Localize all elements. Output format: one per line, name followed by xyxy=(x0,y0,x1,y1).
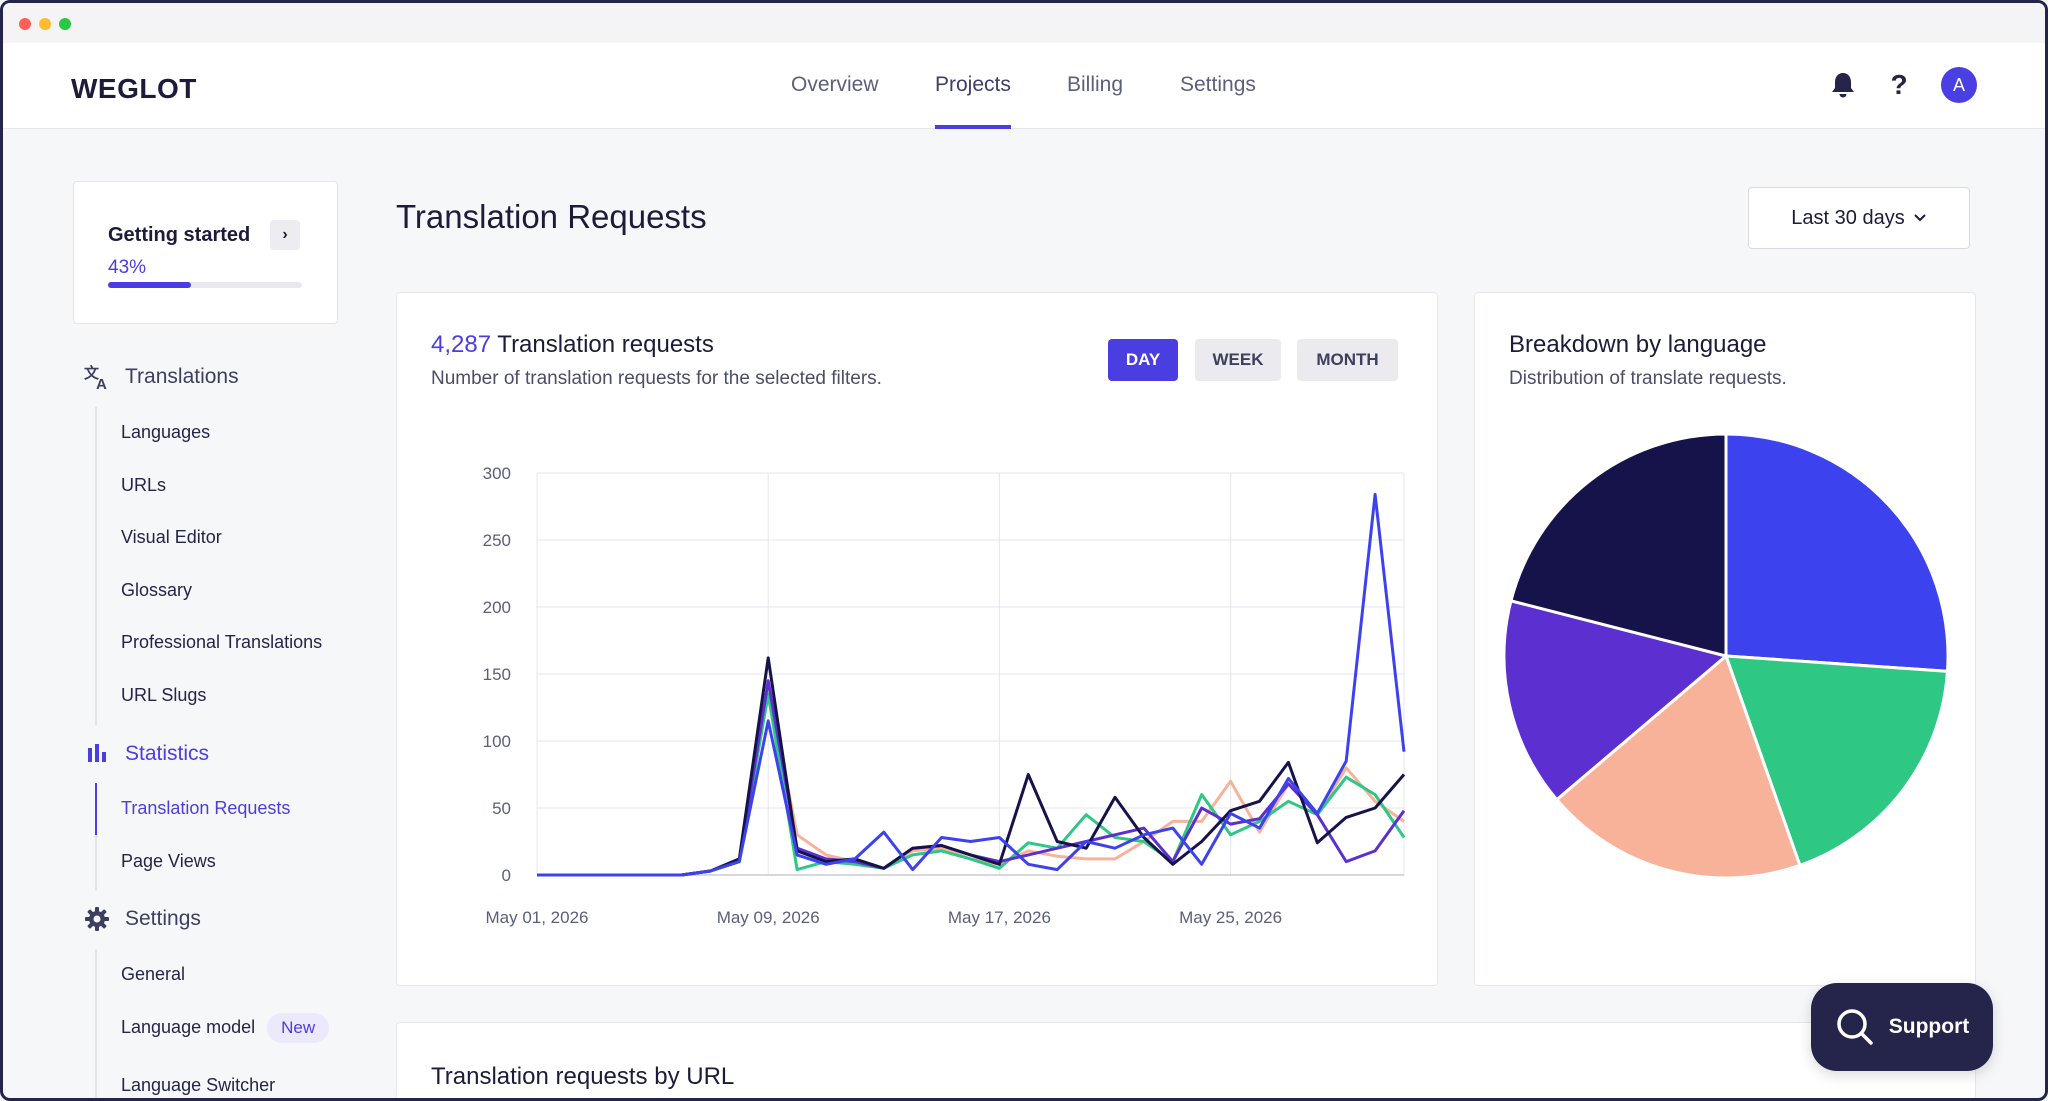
sidebar-item-page-views[interactable]: Page Views xyxy=(121,851,216,871)
sidebar-item-language-model[interactable]: Language model New xyxy=(121,1013,330,1043)
pie-card-title: Breakdown by language xyxy=(1509,331,1767,358)
question-mark-icon: ? xyxy=(1890,69,1908,100)
x-tick-label: May 09, 2026 xyxy=(717,908,820,927)
sidebar-item-urls[interactable]: URLs xyxy=(121,475,167,495)
sidebar-section-statistics[interactable]: Statistics xyxy=(83,740,209,768)
sidebar-item-language-switcher[interactable]: Language Switcher xyxy=(121,1075,276,1095)
requests-count-heading: 4,287 Translation requests xyxy=(431,331,714,359)
user-avatar[interactable]: A xyxy=(1941,67,1977,103)
nav-tab-settings[interactable]: Settings xyxy=(1180,73,1256,96)
svg-text:A: A xyxy=(96,376,107,391)
series-line xyxy=(537,492,1406,877)
pie-slice xyxy=(1723,654,1950,868)
toggle-day[interactable]: DAY xyxy=(1108,339,1178,381)
sidebar-item-general[interactable]: General xyxy=(121,964,186,984)
chevron-right-icon[interactable]: › xyxy=(270,220,300,250)
sidebar-section-settings[interactable]: Settings xyxy=(83,905,201,933)
date-range-dropdown[interactable]: Last 30 days xyxy=(1748,187,1970,249)
y-tick-label: 100 xyxy=(483,732,511,751)
sidebar-section-label: Translations xyxy=(125,365,239,388)
sidebar-item-glossary[interactable]: Glossary xyxy=(121,580,193,600)
nav-tab-overview[interactable]: Overview xyxy=(791,73,879,96)
weglot-logo[interactable]: WEGLOT xyxy=(71,73,197,104)
translations-submenu: Languages URLs Visual Editor Glossary Pr… xyxy=(95,407,345,725)
new-badge: New xyxy=(267,1013,330,1043)
sidebar-item-languages[interactable]: Languages xyxy=(121,422,211,442)
pie-slice xyxy=(1724,432,1950,673)
gear-icon xyxy=(85,907,109,931)
translate-icon: 文 A xyxy=(84,364,107,391)
window-titlebar xyxy=(3,3,2045,43)
sidebar-item-label: Language model xyxy=(121,1016,256,1037)
bell-icon xyxy=(1832,73,1854,98)
sidebar-section-translations[interactable]: 文 A Translations xyxy=(83,363,239,391)
pie-slice xyxy=(1502,598,1730,802)
support-label: Support xyxy=(1888,1015,1970,1038)
series-line xyxy=(537,679,1406,877)
requests-by-url-card: Translation requests by URL xyxy=(396,1022,1976,1098)
top-navigation: WEGLOT Overview Projects Billing Setting… xyxy=(3,43,2045,129)
url-card-title: Translation requests by URL xyxy=(431,1063,735,1090)
language-breakdown-card: Breakdown by language Distribution of tr… xyxy=(1474,292,1976,986)
settings-submenu: General Language model New Language Switc… xyxy=(95,949,345,1098)
x-tick-label: May 17, 2026 xyxy=(948,908,1051,927)
nav-tab-billing[interactable]: Billing xyxy=(1067,73,1124,96)
sidebar-item-url-slugs[interactable]: URL Slugs xyxy=(121,685,207,705)
y-tick-label: 0 xyxy=(502,866,511,885)
requests-count-label: Translation requests xyxy=(497,331,714,358)
line-chart: 0 50 100 150 200 250 300 May 01, 2026 May 09, 20… xyxy=(483,464,1406,927)
chart-subtitle: Number of translation requests for the s… xyxy=(431,368,882,389)
page-title: Translation Requests xyxy=(396,198,707,235)
getting-started-title: Getting started xyxy=(108,224,251,246)
toggle-month[interactable]: MONTH xyxy=(1297,339,1398,381)
notifications-button[interactable] xyxy=(1825,67,1861,103)
series-line xyxy=(537,692,1406,877)
getting-started-progress-bar xyxy=(108,282,302,288)
chevron-down-icon xyxy=(1913,214,1926,222)
pie-chart xyxy=(1502,432,1950,880)
y-tick-label: 150 xyxy=(483,665,511,684)
toggle-week[interactable]: WEEK xyxy=(1195,339,1281,381)
progress-bar-fill xyxy=(108,282,192,288)
getting-started-card[interactable]: Getting started › 43% xyxy=(73,181,338,324)
y-tick-label: 300 xyxy=(483,464,511,483)
minimize-window-button[interactable] xyxy=(39,18,51,30)
y-tick-label: 250 xyxy=(483,531,511,550)
statistics-submenu: Translation Requests Page Views xyxy=(95,783,345,891)
date-range-label: Last 30 days xyxy=(1791,206,1905,229)
sidebar-section-label: Statistics xyxy=(125,742,210,765)
support-button[interactable]: Support xyxy=(1811,983,1993,1071)
maximize-window-button[interactable] xyxy=(59,18,71,30)
bar-chart-icon xyxy=(88,744,106,762)
requests-count: 4,287 xyxy=(431,331,492,358)
x-tick-label: May 01, 2026 xyxy=(485,908,588,927)
close-window-button[interactable] xyxy=(19,18,31,30)
y-tick-label: 50 xyxy=(492,799,511,818)
sidebar-section-label: Settings xyxy=(125,907,201,930)
x-tick-label: May 25, 2026 xyxy=(1179,908,1282,927)
svg-text:文: 文 xyxy=(84,364,100,382)
pie-card-subtitle: Distribution of translate requests. xyxy=(1509,368,1787,389)
sidebar-item-visual-editor[interactable]: Visual Editor xyxy=(121,527,222,547)
sidebar-item-translation-requests[interactable]: Translation Requests xyxy=(121,798,291,818)
search-icon xyxy=(1837,1009,1873,1045)
y-tick-label: 200 xyxy=(483,598,511,617)
pie-slice xyxy=(1509,432,1728,658)
translation-requests-chart-card: 4,287 Translation requests Number of tra… xyxy=(396,292,1438,986)
help-button[interactable]: ? xyxy=(1881,67,1917,103)
nav-tab-projects[interactable]: Projects xyxy=(935,73,1011,129)
pie-slice xyxy=(1554,653,1802,880)
getting-started-percent: 43% xyxy=(108,257,147,278)
sidebar-item-professional-translations[interactable]: Professional Translations xyxy=(121,632,323,652)
active-item-indicator xyxy=(95,783,97,835)
